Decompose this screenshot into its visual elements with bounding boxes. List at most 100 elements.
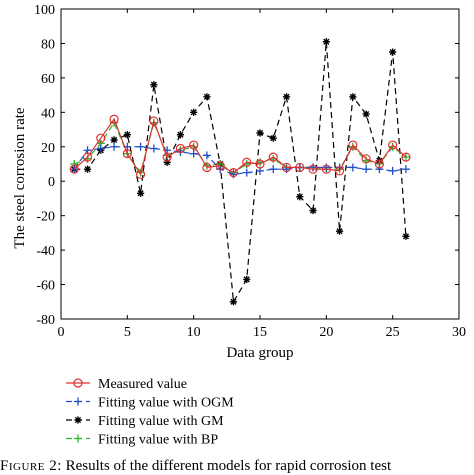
data-point — [308, 164, 318, 174]
legend-entry: Fitting value with OGM — [66, 396, 234, 411]
data-point — [336, 227, 344, 235]
data-point — [69, 164, 79, 174]
data-point — [282, 93, 291, 101]
data-point — [163, 158, 171, 166]
legend-swatch-marker — [74, 434, 82, 443]
legend-label: Measured value — [98, 377, 187, 392]
data-point — [70, 165, 79, 174]
data-point — [348, 163, 357, 172]
data-point — [362, 110, 370, 118]
y-tick-label: -80 — [36, 313, 55, 328]
data-point — [361, 154, 371, 164]
data-point — [268, 152, 278, 162]
data-point — [349, 93, 357, 101]
data-point — [202, 162, 212, 173]
data-point — [401, 165, 410, 174]
data-point — [374, 159, 384, 169]
data-point — [401, 152, 411, 162]
axis-ticks: 0 5 10 15 20 25 30 -80 -60 -40 -20 0 20 40 60 80 100 — [34, 3, 466, 340]
legend-label: Fitting value with BP — [98, 433, 218, 448]
data-point — [189, 140, 199, 150]
data-point — [110, 136, 118, 144]
legend-swatch-marker — [74, 416, 82, 424]
data-point — [388, 140, 398, 150]
series-line — [74, 41, 407, 304]
data-point — [402, 232, 410, 240]
data-point — [269, 134, 277, 142]
figure-label: Figure 2: — [0, 458, 62, 474]
y-tick-label: -20 — [36, 210, 55, 225]
data-point — [269, 165, 278, 174]
x-tick-label: 0 — [58, 325, 65, 340]
data-point — [321, 164, 331, 174]
y-tick-label: 20 — [41, 141, 55, 156]
data-point — [242, 157, 252, 167]
data-point — [215, 161, 225, 171]
data-point — [189, 149, 198, 158]
legend-swatch-marker — [74, 397, 82, 406]
data-point — [137, 189, 145, 197]
legend-label: Fitting value with OGM — [98, 396, 234, 411]
x-axis-label: Data group — [226, 345, 293, 361]
data-point — [136, 169, 146, 179]
figure-caption: Figure 2: Results of the different model… — [0, 458, 474, 475]
x-tick-label: 5 — [124, 325, 131, 340]
data-point — [202, 151, 211, 160]
data-point — [242, 168, 251, 177]
data-point — [256, 129, 264, 137]
legend-entry: Measured value — [66, 377, 187, 392]
caption-text: Results of the different models for rapi… — [61, 458, 392, 474]
legend-entry: Fitting value with GM — [66, 414, 224, 429]
data-point — [309, 206, 317, 215]
data-point — [176, 131, 184, 139]
y-tick-label: -60 — [36, 279, 55, 294]
data-point — [388, 166, 397, 175]
data-point — [162, 152, 172, 162]
data-point — [149, 144, 158, 153]
x-tick-label: 30 — [452, 325, 466, 340]
data-point — [96, 144, 105, 153]
legend-swatch-marker — [73, 378, 83, 388]
data-point — [96, 133, 106, 143]
data-point — [243, 275, 251, 283]
legend: Measured value Fitting value with OGM Fitt… — [66, 377, 234, 448]
data-point — [110, 142, 119, 151]
y-tick-label: 60 — [41, 72, 55, 87]
data-point — [229, 298, 238, 306]
series-line — [74, 120, 407, 174]
x-tick-label: 25 — [386, 325, 400, 340]
y-axis-label: The steel corrosion rate — [12, 107, 28, 249]
y-tick-label: 40 — [41, 106, 55, 121]
x-tick-label: 20 — [319, 325, 333, 340]
data-point — [335, 166, 345, 176]
x-tick-label: 10 — [187, 325, 201, 340]
y-tick-label: 80 — [41, 37, 55, 52]
data-point — [82, 152, 93, 162]
data-point — [389, 48, 397, 56]
data-point — [122, 149, 132, 159]
data-point — [123, 131, 131, 139]
data-point — [175, 143, 185, 154]
series-2 — [70, 142, 410, 179]
y-tick-label: -40 — [36, 244, 55, 259]
data-point — [348, 140, 358, 150]
data-point — [136, 142, 145, 151]
data-point — [281, 162, 292, 173]
series-1 — [69, 114, 411, 179]
data-point — [401, 153, 410, 162]
y-tick-label: 100 — [34, 3, 55, 18]
data-point — [362, 165, 371, 174]
data-point — [149, 116, 159, 126]
y-tick-label: 0 — [48, 175, 55, 190]
data-point — [83, 165, 92, 173]
data-point — [109, 114, 119, 124]
data-point — [203, 93, 211, 101]
data-point — [190, 108, 198, 116]
data-point — [150, 81, 158, 89]
data-point — [295, 162, 305, 173]
legend-entry: Fitting value with BP — [66, 433, 218, 448]
legend-label: Fitting value with GM — [98, 414, 224, 429]
x-tick-label: 15 — [253, 325, 267, 340]
data-point — [228, 168, 239, 178]
